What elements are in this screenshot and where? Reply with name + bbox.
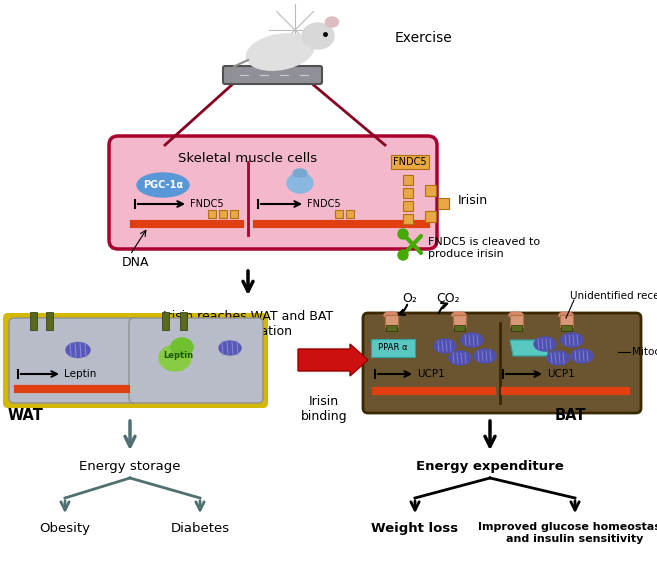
Ellipse shape [302,23,334,49]
FancyBboxPatch shape [385,315,398,327]
FancyBboxPatch shape [453,315,466,327]
Ellipse shape [547,351,569,365]
FancyBboxPatch shape [109,136,437,249]
FancyBboxPatch shape [346,210,354,219]
Text: Exercise: Exercise [395,31,453,45]
Text: Obesity: Obesity [39,522,91,535]
FancyBboxPatch shape [162,312,169,330]
Ellipse shape [509,312,523,318]
Text: Irisin
binding: Irisin binding [301,395,348,423]
FancyBboxPatch shape [511,325,522,331]
FancyBboxPatch shape [9,318,137,403]
Text: Weight loss: Weight loss [371,522,459,535]
Text: FNDC5 is cleaved to
produce irisin: FNDC5 is cleaved to produce irisin [428,237,540,259]
Text: UCP1: UCP1 [417,369,445,379]
FancyArrow shape [298,344,368,376]
FancyBboxPatch shape [223,66,322,84]
FancyBboxPatch shape [438,198,449,209]
Ellipse shape [287,173,313,193]
Ellipse shape [66,343,90,358]
FancyBboxPatch shape [371,339,415,357]
Ellipse shape [474,349,496,363]
Ellipse shape [137,173,189,197]
FancyBboxPatch shape [510,315,523,327]
FancyBboxPatch shape [386,325,397,331]
Text: UCP1: UCP1 [547,369,575,379]
Circle shape [398,250,408,260]
Ellipse shape [159,345,191,371]
Text: FNDC5: FNDC5 [307,199,340,209]
FancyBboxPatch shape [3,313,268,408]
FancyBboxPatch shape [454,325,465,331]
Polygon shape [510,340,550,356]
Text: Diabetes: Diabetes [170,522,229,535]
Text: Leptin: Leptin [163,351,193,359]
FancyBboxPatch shape [403,201,413,211]
Ellipse shape [559,312,573,318]
Ellipse shape [384,312,398,318]
FancyBboxPatch shape [403,188,413,198]
Ellipse shape [171,338,193,356]
Ellipse shape [534,337,556,351]
FancyBboxPatch shape [30,312,37,330]
Text: Skeletal muscle cells: Skeletal muscle cells [179,152,317,165]
FancyBboxPatch shape [403,174,413,185]
Text: Energy storage: Energy storage [79,460,181,473]
Text: Improved glucose homeostasis
and insulin sensitivity: Improved glucose homeostasis and insulin… [478,522,657,543]
Text: PPAR α: PPAR α [378,344,408,352]
Ellipse shape [561,333,583,347]
FancyBboxPatch shape [230,210,238,219]
Ellipse shape [461,333,483,347]
Text: Irisin reaches WAT and BAT
via circulation: Irisin reaches WAT and BAT via circulati… [163,310,333,338]
Text: BAT: BAT [555,408,586,423]
FancyBboxPatch shape [334,210,344,219]
Text: CO₂: CO₂ [436,292,460,304]
FancyBboxPatch shape [403,214,413,224]
Text: FNDC5: FNDC5 [190,199,223,209]
FancyBboxPatch shape [561,325,572,331]
FancyBboxPatch shape [129,318,263,403]
FancyBboxPatch shape [180,312,187,330]
Text: O₂: O₂ [403,292,417,304]
Ellipse shape [293,169,307,177]
Ellipse shape [452,312,466,318]
Circle shape [398,229,408,239]
FancyBboxPatch shape [424,185,436,196]
FancyBboxPatch shape [424,210,436,223]
Text: WAT: WAT [8,408,44,423]
Text: Irisin: Irisin [458,193,488,206]
Ellipse shape [325,17,338,27]
FancyBboxPatch shape [208,210,216,219]
Text: PGC-1α: PGC-1α [143,180,183,190]
FancyBboxPatch shape [560,315,573,327]
Ellipse shape [571,349,593,363]
FancyBboxPatch shape [363,313,641,413]
Text: Mitochondria: Mitochondria [632,347,657,357]
Ellipse shape [449,351,471,365]
Ellipse shape [219,341,241,355]
Text: Energy expenditure: Energy expenditure [416,460,564,473]
Text: Leptin: Leptin [64,369,97,379]
FancyBboxPatch shape [219,210,227,219]
FancyBboxPatch shape [46,312,53,330]
Text: FNDC5: FNDC5 [393,157,427,167]
Ellipse shape [434,339,456,353]
Ellipse shape [246,34,313,70]
Text: Unidentified receptor: Unidentified receptor [570,291,657,301]
Text: DNA: DNA [122,256,150,269]
